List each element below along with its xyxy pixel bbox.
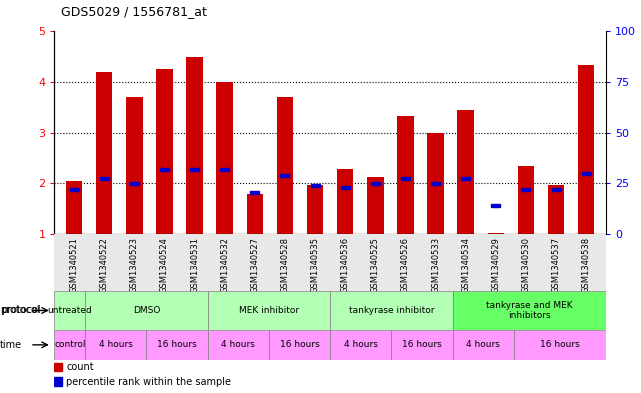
Bar	[491, 204, 501, 207]
Bar	[187, 57, 203, 234]
Text: GSM1340533: GSM1340533	[431, 237, 440, 293]
Bar	[54, 377, 62, 386]
Bar	[453, 291, 606, 330]
Bar	[337, 169, 353, 234]
Bar	[514, 330, 606, 360]
Text: 16 hours: 16 hours	[279, 340, 319, 349]
Bar	[54, 362, 62, 371]
Bar	[453, 330, 514, 360]
Text: 16 hours: 16 hours	[540, 340, 579, 349]
Bar	[488, 233, 504, 234]
Text: untreated: untreated	[47, 306, 92, 315]
Bar	[521, 188, 531, 191]
Text: GSM1340524: GSM1340524	[160, 237, 169, 292]
Bar	[217, 82, 233, 234]
Bar	[54, 234, 606, 291]
Bar	[190, 167, 199, 171]
Text: control: control	[54, 340, 85, 349]
Text: GSM1340523: GSM1340523	[130, 237, 139, 293]
Text: GSM1340538: GSM1340538	[581, 237, 590, 293]
Bar	[392, 330, 453, 360]
Bar	[146, 330, 208, 360]
Text: DMSO: DMSO	[133, 306, 160, 315]
Bar	[129, 182, 139, 185]
Text: GSM1340532: GSM1340532	[220, 237, 229, 293]
Text: GSM1340522: GSM1340522	[100, 237, 109, 292]
Text: GSM1340531: GSM1340531	[190, 237, 199, 293]
Text: MEK inhibitor: MEK inhibitor	[239, 306, 299, 315]
Bar	[126, 97, 142, 234]
Text: GSM1340535: GSM1340535	[310, 237, 320, 293]
Bar	[277, 97, 293, 234]
Bar	[461, 177, 470, 180]
Text: percentile rank within the sample: percentile rank within the sample	[66, 377, 231, 387]
Bar	[280, 174, 290, 177]
Text: GSM1340537: GSM1340537	[551, 237, 560, 293]
Text: GSM1340527: GSM1340527	[250, 237, 260, 293]
Text: count: count	[66, 362, 94, 372]
Bar	[340, 186, 350, 189]
Bar	[54, 291, 85, 330]
Bar	[160, 167, 169, 171]
Text: 4 hours: 4 hours	[221, 340, 255, 349]
Bar	[250, 191, 260, 194]
Text: 4 hours: 4 hours	[466, 340, 500, 349]
Text: GDS5029 / 1556781_at: GDS5029 / 1556781_at	[61, 5, 207, 18]
Bar	[458, 110, 474, 234]
Bar	[431, 182, 440, 185]
Text: tankyrase inhibitor: tankyrase inhibitor	[349, 306, 434, 315]
Bar	[85, 291, 208, 330]
Bar	[69, 188, 79, 191]
Bar	[578, 65, 594, 234]
Text: tankyrase and MEK
inhibitors: tankyrase and MEK inhibitors	[486, 301, 572, 320]
Bar	[367, 177, 383, 234]
Text: GSM1340536: GSM1340536	[340, 237, 350, 293]
Bar	[330, 330, 392, 360]
Bar	[247, 195, 263, 234]
Text: GSM1340530: GSM1340530	[521, 237, 530, 293]
Bar	[269, 330, 330, 360]
Text: 4 hours: 4 hours	[99, 340, 133, 349]
Text: GSM1340528: GSM1340528	[280, 237, 290, 293]
Bar	[208, 330, 269, 360]
Bar	[330, 291, 453, 330]
Text: GSM1340534: GSM1340534	[461, 237, 470, 293]
Bar	[428, 132, 444, 234]
Bar	[307, 185, 323, 234]
Bar	[220, 167, 229, 171]
Text: protocol: protocol	[1, 305, 40, 316]
Bar	[370, 182, 380, 185]
Text: 16 hours: 16 hours	[157, 340, 197, 349]
Bar	[310, 184, 320, 187]
Bar	[66, 181, 82, 234]
Bar	[156, 70, 172, 234]
Bar	[548, 185, 564, 234]
Text: GSM1340521: GSM1340521	[70, 237, 79, 292]
Text: 4 hours: 4 hours	[344, 340, 378, 349]
Bar	[397, 116, 413, 234]
Text: GSM1340529: GSM1340529	[491, 237, 500, 292]
Bar	[581, 172, 591, 174]
Text: time: time	[0, 340, 22, 350]
Text: GSM1340525: GSM1340525	[370, 237, 380, 292]
Bar	[401, 177, 410, 180]
Text: protocol: protocol	[0, 305, 40, 316]
Text: 16 hours: 16 hours	[402, 340, 442, 349]
Bar	[96, 72, 112, 234]
Bar	[54, 330, 85, 360]
Bar	[208, 291, 330, 330]
Bar	[99, 177, 109, 180]
Bar	[518, 165, 534, 234]
Text: GSM1340526: GSM1340526	[401, 237, 410, 293]
Bar	[551, 188, 561, 191]
Bar	[85, 330, 146, 360]
